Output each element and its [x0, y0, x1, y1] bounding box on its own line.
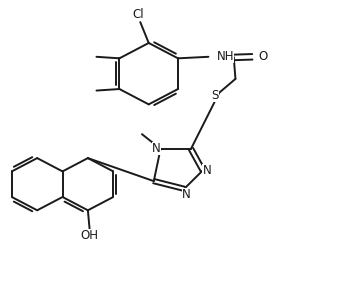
Text: N: N	[202, 164, 211, 177]
Text: N: N	[152, 142, 161, 155]
Text: Cl: Cl	[133, 8, 144, 21]
Text: N: N	[182, 188, 190, 201]
Text: S: S	[212, 89, 219, 102]
Text: NH: NH	[217, 50, 234, 63]
Text: OH: OH	[80, 229, 99, 242]
Text: O: O	[259, 50, 268, 63]
